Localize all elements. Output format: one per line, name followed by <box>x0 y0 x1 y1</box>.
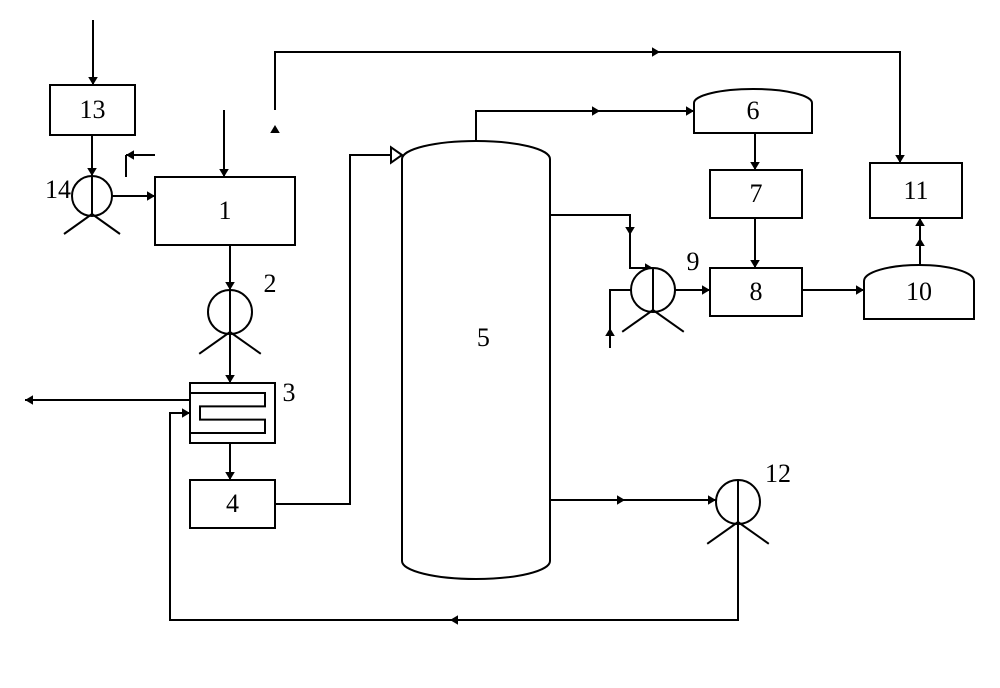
diagram-svg <box>0 0 1000 688</box>
